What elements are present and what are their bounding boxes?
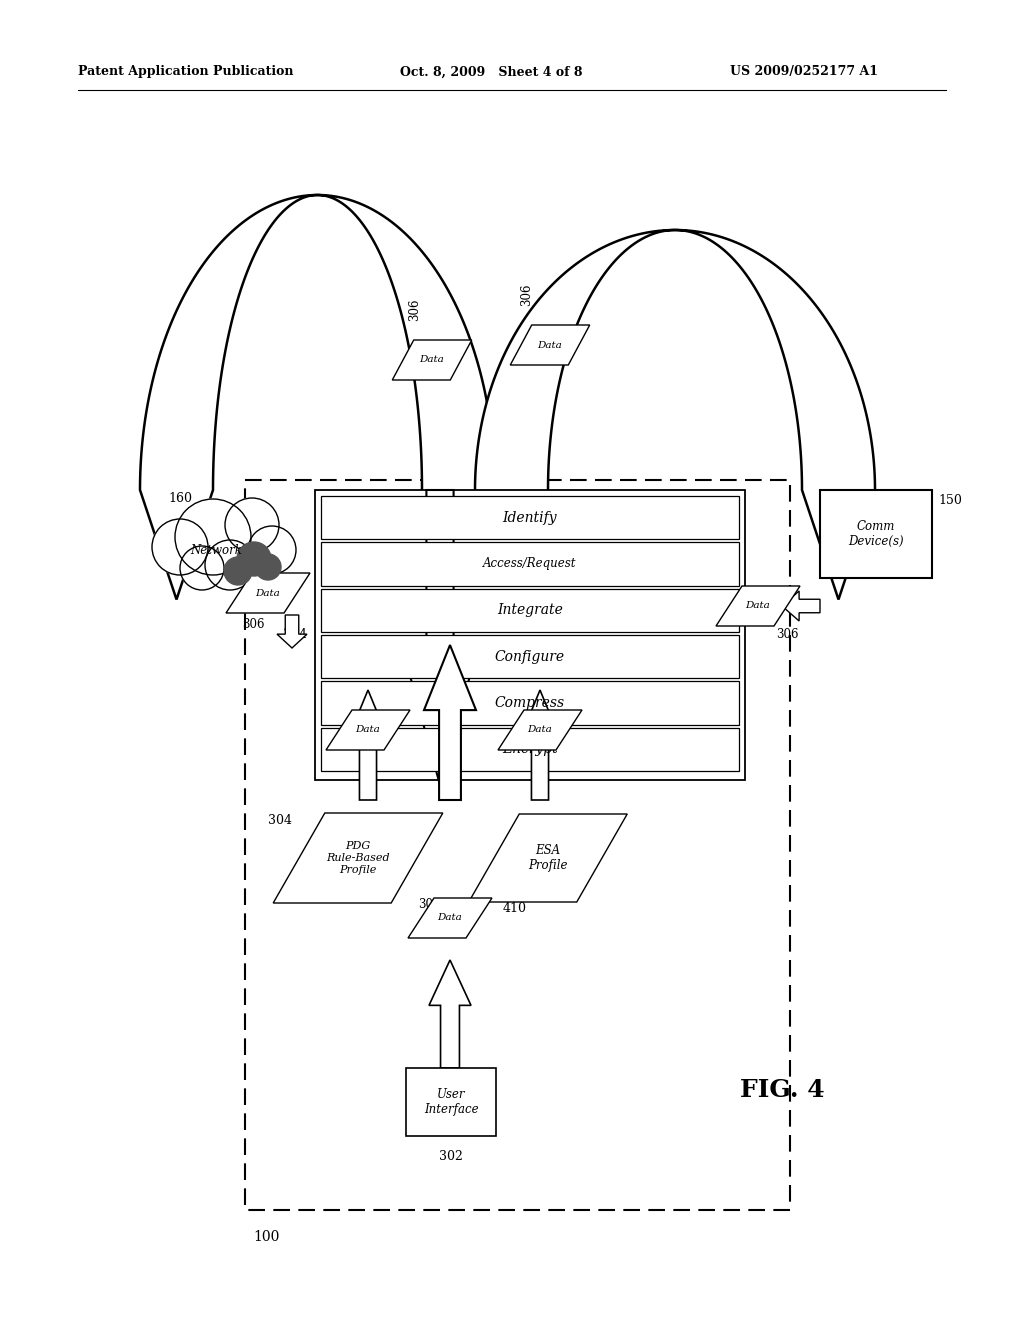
Text: 306: 306 — [418, 899, 440, 912]
Text: 306: 306 — [520, 284, 534, 306]
Polygon shape — [226, 573, 310, 612]
Text: Data: Data — [538, 341, 562, 350]
Text: Comm
Device(s): Comm Device(s) — [848, 520, 904, 548]
Text: 100: 100 — [253, 1230, 280, 1243]
Text: 314: 314 — [283, 628, 307, 642]
Text: 160: 160 — [168, 491, 193, 504]
Polygon shape — [326, 710, 410, 750]
Circle shape — [205, 540, 255, 590]
Text: 304: 304 — [268, 813, 292, 826]
Bar — [321, 589, 739, 632]
Polygon shape — [273, 813, 442, 903]
Bar — [321, 543, 739, 586]
Bar — [321, 727, 739, 771]
Text: Data: Data — [256, 589, 281, 598]
Bar — [321, 496, 739, 540]
Bar — [820, 490, 932, 578]
Polygon shape — [278, 615, 307, 648]
Polygon shape — [140, 195, 495, 599]
Polygon shape — [521, 690, 559, 800]
Polygon shape — [510, 325, 590, 366]
Bar — [245, 480, 790, 1210]
Polygon shape — [349, 690, 387, 800]
Polygon shape — [424, 645, 476, 800]
Text: 410: 410 — [503, 902, 527, 915]
Text: 306: 306 — [340, 711, 362, 725]
Polygon shape — [716, 586, 800, 626]
Text: Integrate: Integrate — [497, 603, 563, 618]
Text: 302: 302 — [439, 1150, 463, 1163]
Circle shape — [152, 519, 208, 576]
Bar — [315, 490, 745, 780]
Polygon shape — [469, 814, 628, 902]
Polygon shape — [782, 591, 820, 620]
Circle shape — [224, 557, 252, 585]
Text: 306: 306 — [242, 619, 264, 631]
Text: FIG. 4: FIG. 4 — [739, 1078, 824, 1102]
Text: Data: Data — [355, 726, 380, 734]
Text: Data: Data — [527, 726, 552, 734]
Circle shape — [180, 546, 224, 590]
Text: ESA
Profile: ESA Profile — [528, 843, 567, 873]
Text: 306: 306 — [776, 628, 799, 642]
Text: Data: Data — [437, 913, 463, 923]
Text: 306: 306 — [512, 711, 535, 725]
Polygon shape — [392, 341, 472, 380]
Polygon shape — [498, 710, 582, 750]
Text: Data: Data — [420, 355, 444, 364]
Text: Patent Application Publication: Patent Application Publication — [78, 66, 294, 78]
Text: 306: 306 — [408, 298, 421, 321]
Text: Configure: Configure — [495, 649, 565, 664]
Circle shape — [225, 498, 279, 552]
Text: PDG
Rule-Based
Profile: PDG Rule-Based Profile — [327, 841, 390, 875]
Text: Oct. 8, 2009   Sheet 4 of 8: Oct. 8, 2009 Sheet 4 of 8 — [400, 66, 583, 78]
Circle shape — [237, 543, 271, 576]
Circle shape — [175, 499, 251, 576]
Text: Access/Request: Access/Request — [483, 557, 577, 570]
Polygon shape — [406, 490, 474, 785]
Circle shape — [248, 525, 296, 574]
Text: 150: 150 — [938, 494, 962, 507]
Bar — [321, 635, 739, 678]
Text: User
Interface: User Interface — [424, 1088, 478, 1115]
Text: Network: Network — [190, 544, 242, 557]
Polygon shape — [475, 230, 874, 599]
Polygon shape — [408, 898, 492, 939]
Bar — [406, 1068, 496, 1137]
Polygon shape — [429, 960, 471, 1068]
Text: Encrypt: Encrypt — [502, 742, 558, 756]
Bar — [321, 681, 739, 725]
Text: US 2009/0252177 A1: US 2009/0252177 A1 — [730, 66, 878, 78]
Text: Data: Data — [745, 602, 770, 610]
Text: Compress: Compress — [495, 696, 565, 710]
Text: Identify: Identify — [503, 511, 557, 524]
Circle shape — [255, 554, 281, 579]
